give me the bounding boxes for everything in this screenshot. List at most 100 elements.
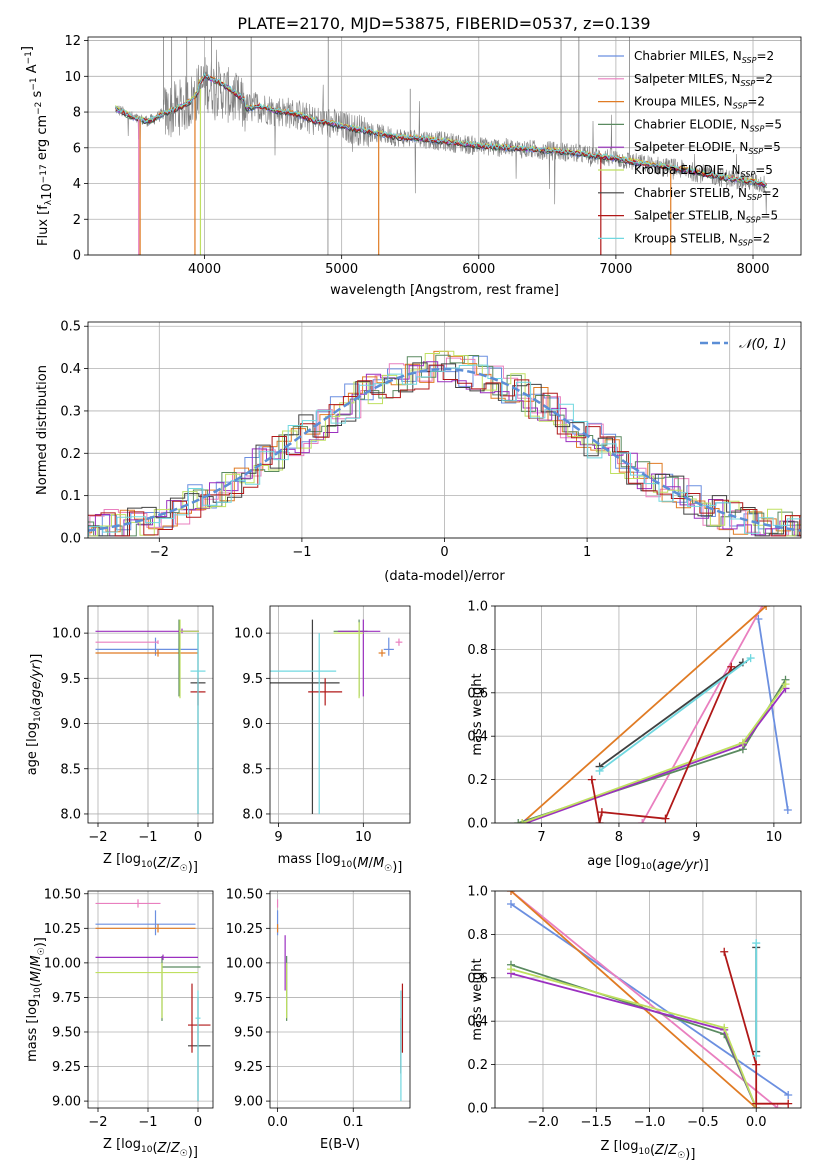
x-tick-label: −2 xyxy=(88,1115,107,1130)
y-tick-label: 8.5 xyxy=(60,762,81,777)
axes-frame xyxy=(87,36,802,256)
x-axis-label: age [log10(age/yr)] xyxy=(587,854,709,873)
weight-marker xyxy=(727,662,736,671)
weight-marker xyxy=(720,1023,729,1032)
axes-frame xyxy=(494,890,802,1109)
y-tick-label: 0.8 xyxy=(467,643,488,658)
x-tick-label: 0.0 xyxy=(746,1115,767,1130)
y-axis-label: mass weight xyxy=(470,673,485,755)
weight-marker xyxy=(595,766,604,775)
y-axis-label: age [log10(age/yr)] xyxy=(25,654,44,776)
legend-label: Chabrier MILES, NSSP=2 xyxy=(634,49,774,65)
model-spectrum-line xyxy=(115,74,767,189)
y-tick-label: 0 xyxy=(73,249,81,264)
weight-marker xyxy=(752,939,761,948)
y-tick-label: 2 xyxy=(73,213,81,228)
x-axis-label: Z [log10(Z/Z☉)] xyxy=(103,1137,198,1160)
weight-line xyxy=(723,951,789,1105)
weight-line xyxy=(510,891,779,1108)
weight-line xyxy=(517,679,787,823)
weight-marker xyxy=(506,891,515,895)
x-tick-label: −1 xyxy=(138,1115,157,1130)
y-tick-label: 0.1 xyxy=(60,489,81,504)
weight-marker xyxy=(506,900,515,909)
spectrum-panel: 4000 5000 6000 7000 8000 0 2 4 6 8 10 12 wavelength … xyxy=(20,34,802,298)
weight-vs-age-panel: 7 8 9 10 0.0 0.2 0.4 0.6 0.8 1.0 age [log10(age/yr… xyxy=(467,600,802,873)
legend-label: Salpeter ELODIE, NSSP=5 xyxy=(634,140,781,156)
y-tick-label: 9.5 xyxy=(242,672,263,687)
residual-histogram xyxy=(88,364,801,537)
x-tick-label: 9 xyxy=(692,830,700,845)
weight-marker xyxy=(752,1060,761,1069)
x-tick-label: −2 xyxy=(88,830,107,845)
weight-line xyxy=(525,687,787,823)
x-axis-label: E(B-V) xyxy=(320,1137,360,1152)
x-tick-label: 0.0 xyxy=(267,1115,288,1130)
weight-marker xyxy=(773,1104,782,1108)
weight-marker xyxy=(521,819,530,823)
y-tick-label: 8.0 xyxy=(242,807,263,822)
weight-marker xyxy=(781,680,790,689)
legend-label: Kroupa MILES, NSSP=2 xyxy=(634,95,765,111)
y-tick-label: 10 xyxy=(64,70,81,85)
x-axis-label: Z [log10(Z/Z☉)] xyxy=(601,1139,696,1162)
x-axis-label: mass [log10(M/M☉)] xyxy=(278,852,403,875)
y-axis-label: Normed distribution xyxy=(35,365,50,495)
x-axis-label: wavelength [Angstrom, rest frame] xyxy=(330,283,559,298)
x-tick-label: 7000 xyxy=(599,262,632,277)
observed-spectrum-line xyxy=(115,49,767,215)
y-tick-label: 9.25 xyxy=(52,1060,81,1075)
y-tick-label: 0.2 xyxy=(60,447,81,462)
legend: Chabrier MILES, NSSP=2 Salpeter MILES, NS… xyxy=(598,49,782,247)
y-tick-label: 10.50 xyxy=(44,887,81,902)
y-tick-label: 0.0 xyxy=(60,532,81,547)
y-tick-label: 10.50 xyxy=(226,887,263,902)
weight-marker xyxy=(784,1090,793,1099)
y-axis-label: mass [log10(M/M☉)] xyxy=(25,937,48,1062)
x-axis-label: (data-model)/error xyxy=(384,569,505,584)
y-tick-label: 0.5 xyxy=(60,320,81,335)
residual-histogram xyxy=(88,354,801,537)
age-vs-z-panel: −2 −1 0 8.0 8.5 9.0 9.5 10.0 Z [log10(Z/Z☉)] age … xyxy=(25,605,214,875)
axes-frame xyxy=(494,605,802,824)
weight-marker xyxy=(514,819,523,823)
x-tick-label: 1 xyxy=(583,545,591,560)
mass-vs-z-panel: −2 −1 0 9.00 9.25 9.50 9.75 10.00 10.25 10.50 Z [l… xyxy=(25,887,214,1160)
x-tick-label: 0 xyxy=(194,830,202,845)
x-tick-label: 10 xyxy=(766,830,783,845)
y-tick-label: 9.75 xyxy=(234,991,263,1006)
x-tick-label: −1.0 xyxy=(634,1115,666,1130)
x-tick-label: 6000 xyxy=(462,262,495,277)
y-tick-label: 8.5 xyxy=(242,762,263,777)
axes-frame xyxy=(87,605,214,824)
weight-marker xyxy=(752,1051,761,1060)
y-tick-label: 10.25 xyxy=(44,922,81,937)
y-tick-label: 0.6 xyxy=(467,971,488,986)
mass-vs-ebv-panel: 0.0 0.1 9.00 9.25 9.50 9.75 10.00 10.25 10.50 E(B… xyxy=(226,887,411,1152)
y-tick-label: 1.0 xyxy=(467,600,488,615)
y-tick-label: 9.25 xyxy=(234,1060,263,1075)
x-tick-label: 8 xyxy=(615,830,623,845)
weight-marker xyxy=(720,947,729,956)
weight-marker xyxy=(746,654,755,663)
x-tick-label: 2 xyxy=(726,545,734,560)
y-tick-label: 0.4 xyxy=(60,362,81,377)
weight-marker xyxy=(587,775,596,784)
x-tick-label: 10 xyxy=(355,830,372,845)
weight-line xyxy=(510,903,789,1096)
y-axis-label: mass weight xyxy=(470,958,485,1040)
x-tick-label: 0.1 xyxy=(343,1115,364,1130)
y-tick-label: 1.0 xyxy=(467,885,488,900)
weight-marker xyxy=(638,819,647,823)
weight-marker xyxy=(738,738,747,747)
weight-marker xyxy=(661,814,670,823)
legend-label: 𝒩(0, 1) xyxy=(739,337,786,352)
weight-marker xyxy=(506,965,515,974)
gaussian-reference-curve xyxy=(88,367,801,532)
y-tick-label: 12 xyxy=(64,34,81,49)
legend-label: Salpeter MILES, NSSP=2 xyxy=(634,72,773,88)
residual-panel: −2 −1 0 1 2 0.0 0.1 0.2 0.3 0.4 0.5 (data-model)/er… xyxy=(35,320,802,584)
weight-marker xyxy=(595,819,604,823)
weight-line xyxy=(510,891,757,1108)
